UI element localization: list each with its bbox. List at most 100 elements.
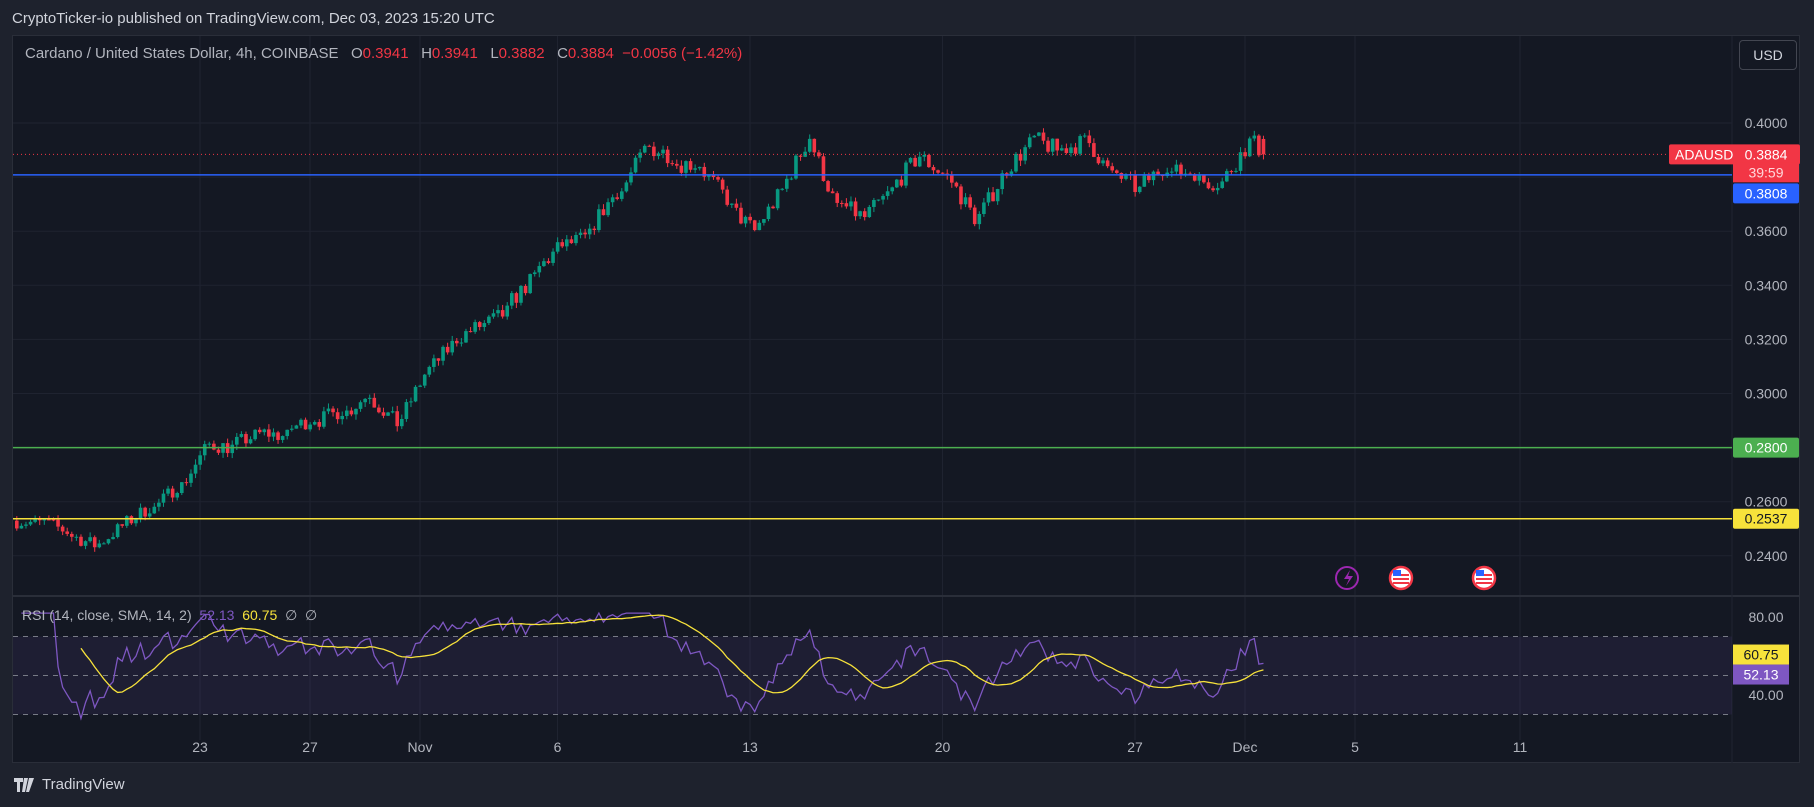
candle-body <box>560 242 565 247</box>
time-tick: 27 <box>1127 739 1143 755</box>
time-tick: 13 <box>742 739 758 755</box>
rsi-sma-line <box>80 614 1264 694</box>
candle-body <box>771 206 775 209</box>
candle-body <box>931 167 936 171</box>
candle-body <box>629 172 633 183</box>
candle-body <box>1174 164 1179 172</box>
rsi-sma-value: 60.75 <box>242 607 278 623</box>
candle-body <box>312 422 317 425</box>
candle-body <box>1073 147 1078 154</box>
candle-body <box>1197 175 1202 181</box>
symbol-tag: ADAUSD <box>1675 146 1733 162</box>
candle-body <box>551 251 555 263</box>
footer-brand: TradingView <box>42 776 125 793</box>
candle-body <box>1092 143 1096 157</box>
rsi-tick: 40.00 <box>1748 687 1783 703</box>
candle-body <box>652 146 656 157</box>
flag-stripe <box>1393 582 1409 584</box>
candle-body <box>271 432 276 437</box>
flag-stripe <box>1476 578 1492 580</box>
candle-body <box>106 539 111 544</box>
open-value: 0.3941 <box>362 45 409 62</box>
flag-canton <box>1476 570 1484 576</box>
candle-body <box>235 436 239 445</box>
last-price-label: 0.3884 <box>1745 146 1788 162</box>
candle-body <box>872 200 876 207</box>
candle-body <box>340 415 345 420</box>
candle-body <box>212 443 216 450</box>
candle-body <box>1261 138 1266 155</box>
candle-body <box>954 182 959 187</box>
candle-body <box>92 537 97 548</box>
candle-body <box>262 429 267 433</box>
candle-body <box>390 411 395 413</box>
candle-body <box>161 493 166 503</box>
candle-body <box>253 429 257 440</box>
time-tick: 27 <box>302 739 318 755</box>
candle-body <box>826 181 830 192</box>
candle-body <box>170 488 175 498</box>
candle-body <box>546 261 551 263</box>
candle-body <box>1032 135 1037 138</box>
candle-body <box>413 386 418 402</box>
level-badge <box>1733 508 1799 529</box>
candle-body <box>615 197 620 199</box>
candle-body <box>1037 132 1041 136</box>
candle-body <box>47 519 51 521</box>
candle-body <box>555 242 560 252</box>
candle-body <box>377 407 381 413</box>
candle-body <box>404 402 409 419</box>
candle-body <box>308 424 312 430</box>
candle-body <box>1252 135 1257 139</box>
candle-body <box>950 174 954 183</box>
candle-body <box>125 516 129 526</box>
candle-body <box>56 519 60 527</box>
candle-body <box>1000 173 1005 190</box>
currency-button[interactable]: USD <box>1739 40 1797 70</box>
tradingview-logo[interactable]: TradingView <box>14 776 125 793</box>
candle-body <box>1156 171 1160 176</box>
candle-body <box>1101 160 1105 164</box>
candle-body <box>624 182 629 192</box>
candle-body <box>982 202 986 214</box>
candle-body <box>1192 174 1197 181</box>
candle-body <box>908 157 913 163</box>
candle-body <box>917 156 922 167</box>
candle-body <box>1188 173 1192 175</box>
candle-body <box>601 209 606 216</box>
candle-body <box>1096 156 1101 164</box>
symbol-name: Cardano / United States Dollar, 4h, COIN… <box>25 45 339 62</box>
candle-body <box>661 149 665 154</box>
candle-body <box>578 232 583 235</box>
candle-body <box>1087 135 1092 144</box>
candle-body <box>24 524 28 526</box>
close-value: 0.3884 <box>567 45 614 62</box>
candle-body <box>775 189 780 209</box>
candle-body <box>335 412 340 420</box>
candle-body <box>134 518 138 524</box>
candle-body <box>280 436 285 440</box>
rsi-line <box>21 611 1264 721</box>
candle-body <box>349 410 354 415</box>
candle-body <box>858 211 862 217</box>
candle-body <box>670 163 675 165</box>
candle-body <box>1119 172 1124 179</box>
candle-body <box>1110 166 1115 171</box>
candle-body <box>620 191 624 199</box>
candle-body <box>202 444 207 456</box>
candle-body <box>959 186 963 205</box>
candle-body <box>702 166 707 177</box>
candle-body <box>322 411 326 427</box>
candle-body <box>583 232 587 235</box>
candle-body <box>441 346 445 361</box>
candle-body <box>510 293 514 306</box>
candle-body <box>422 374 427 386</box>
candle-body <box>354 408 358 415</box>
candle-body <box>207 443 212 445</box>
candle-body <box>331 408 335 413</box>
candle-body <box>395 411 400 427</box>
candle-body <box>83 541 88 546</box>
candle-body <box>812 138 817 153</box>
time-tick: 5 <box>1351 739 1359 755</box>
